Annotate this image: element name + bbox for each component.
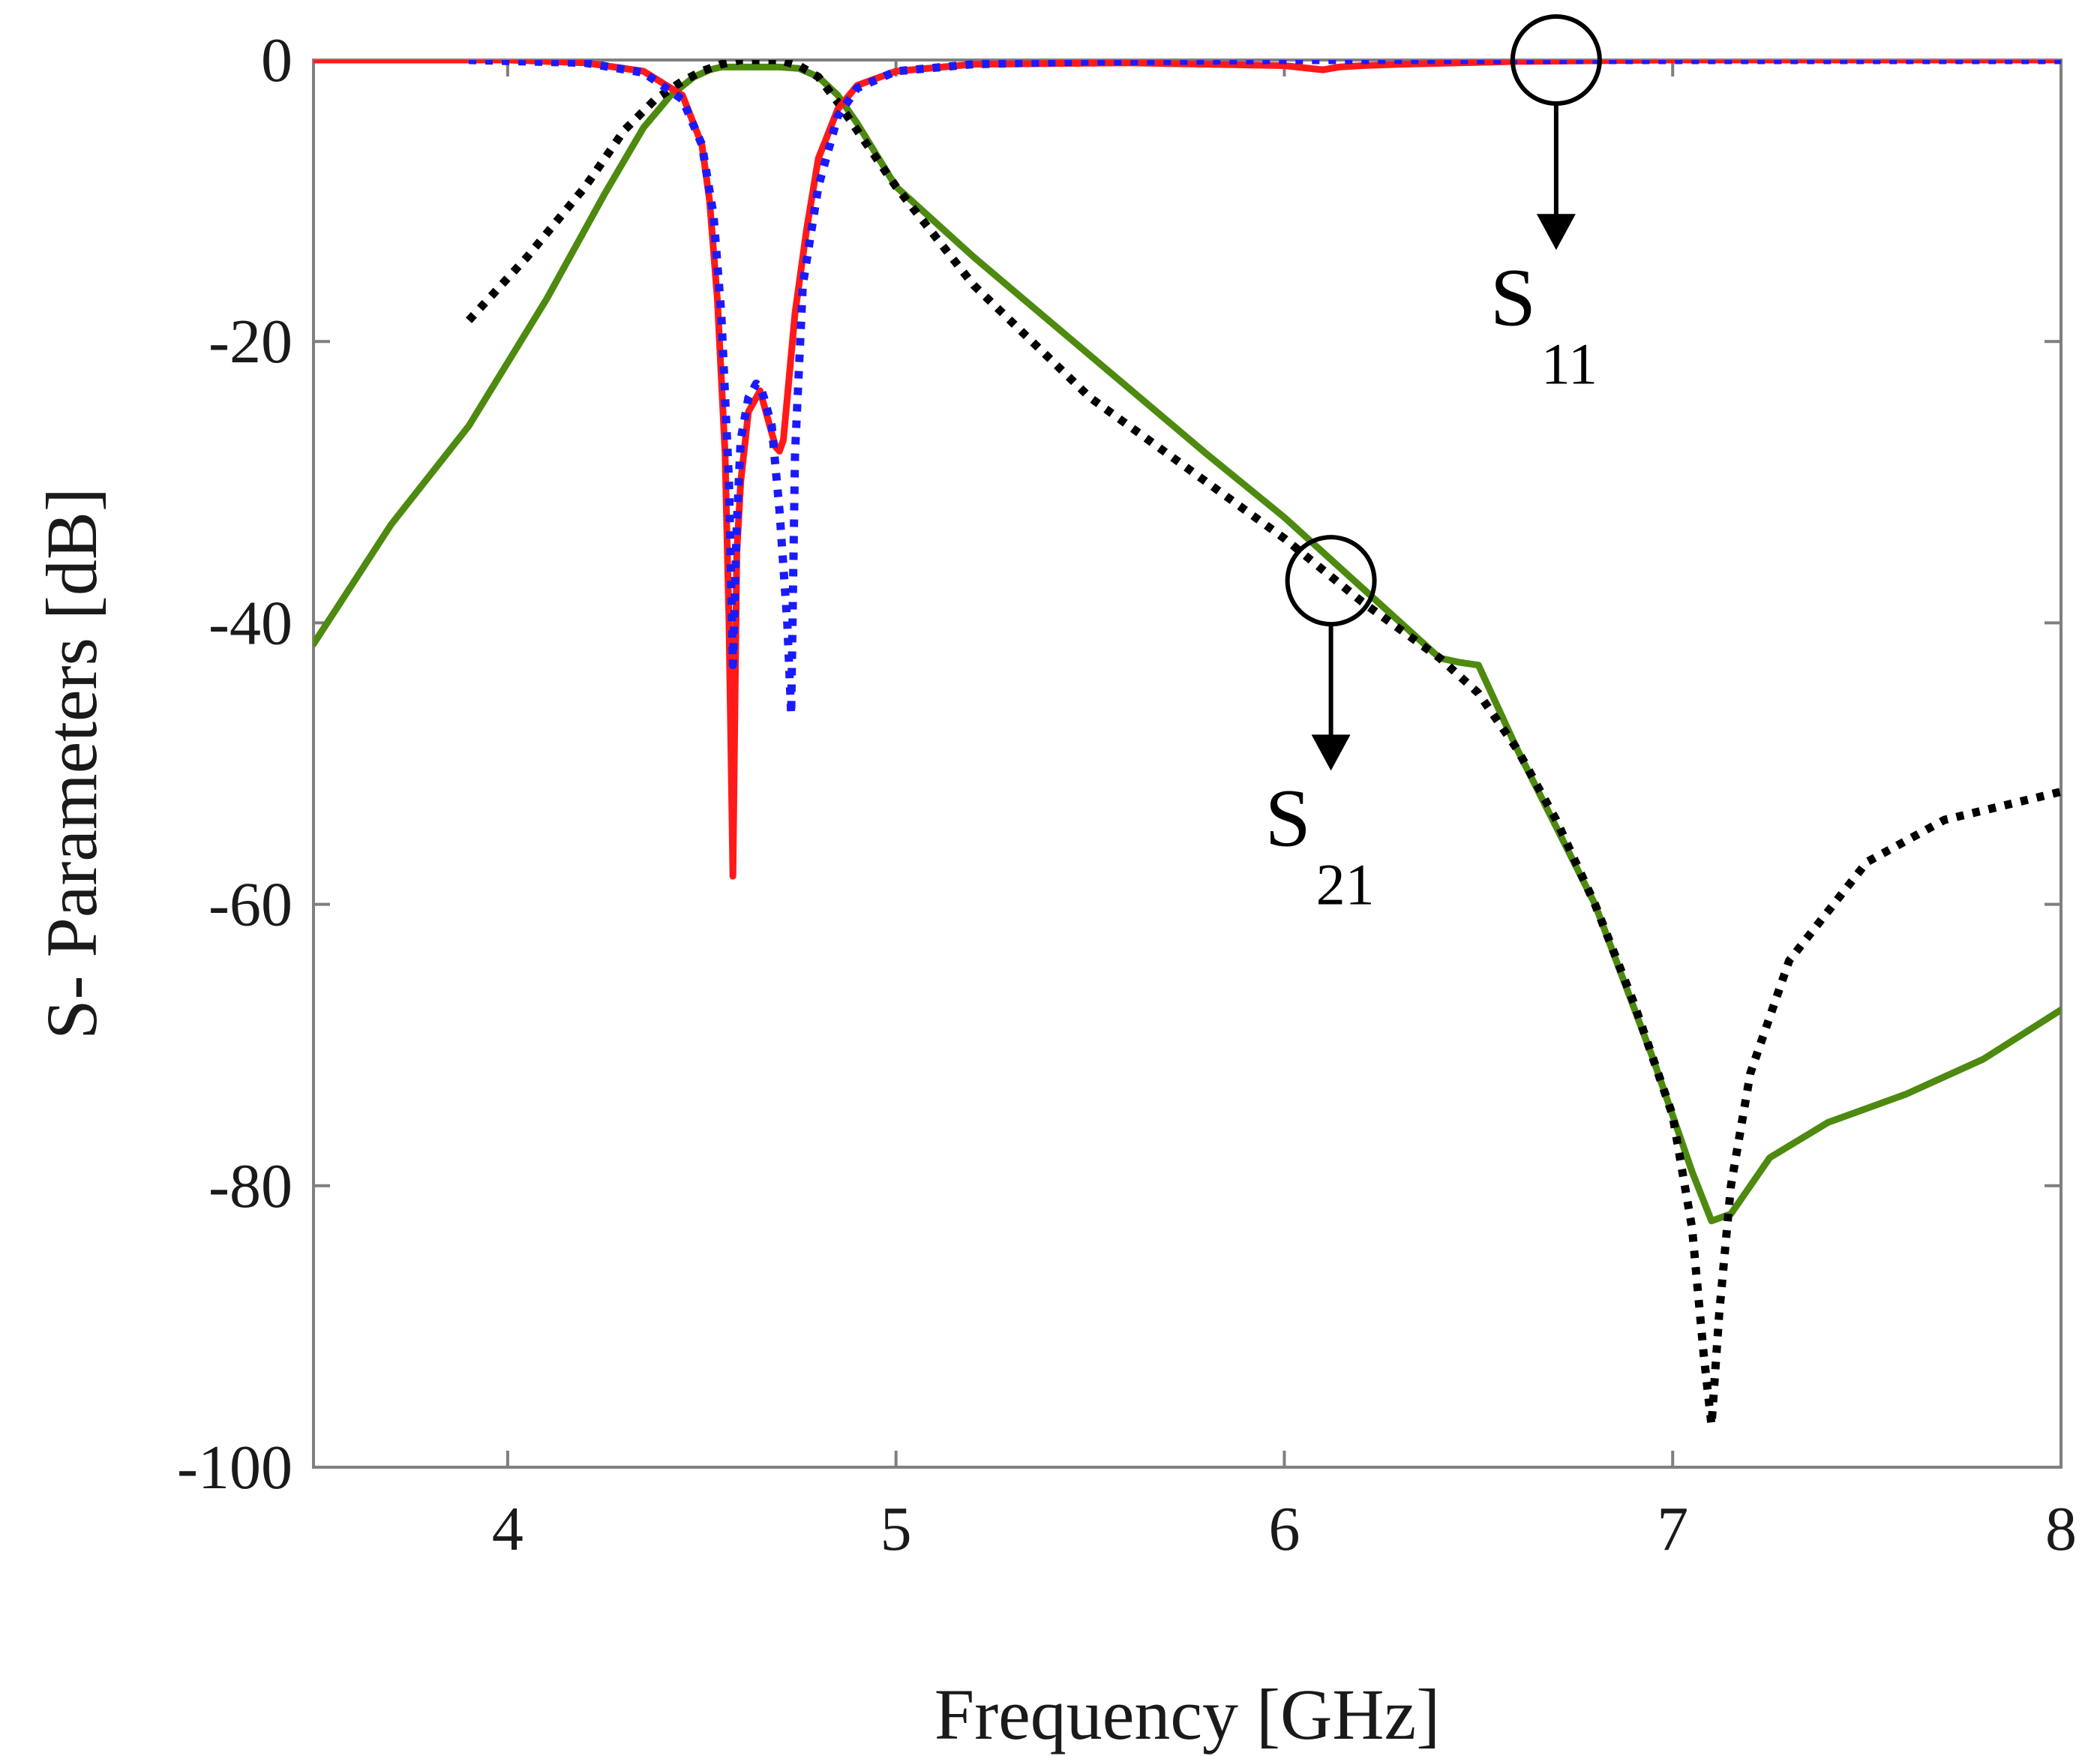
y-axis-title: S- Parameters [dB] bbox=[32, 488, 112, 1040]
x-tick-labels: 4 5 6 7 8 bbox=[492, 1494, 2077, 1564]
annotation-subscript-1: 21 bbox=[1316, 851, 1375, 917]
x-tick-label: 8 bbox=[2045, 1494, 2077, 1564]
annotation-label-0: S bbox=[1490, 251, 1536, 343]
annotation-arrow-head-0 bbox=[1536, 214, 1576, 251]
y-tick-label: -80 bbox=[208, 1151, 292, 1221]
annotation-subscript-0: 11 bbox=[1541, 331, 1598, 396]
series-line-0 bbox=[314, 60, 2061, 880]
y-tick-label: -100 bbox=[177, 1433, 292, 1502]
series-line-3 bbox=[466, 60, 2061, 1430]
series-line-2 bbox=[314, 63, 2061, 1225]
x-tick-label: 6 bbox=[1268, 1494, 1300, 1564]
y-tick-label: -20 bbox=[208, 307, 292, 377]
annotation-arrow-head-1 bbox=[1311, 734, 1351, 771]
x-tick-label: 7 bbox=[1657, 1494, 1688, 1564]
annotation-label-1: S bbox=[1265, 772, 1311, 863]
x-axis-title: Frequency [GHz] bbox=[934, 1674, 1440, 1754]
y-tick-label: -40 bbox=[208, 588, 292, 658]
series-line-1 bbox=[468, 60, 2061, 719]
plot-area bbox=[312, 59, 2062, 1469]
y-tick-label: 0 bbox=[261, 26, 292, 95]
y-tick-label: -60 bbox=[208, 870, 292, 940]
x-tick-label: 4 bbox=[492, 1494, 524, 1564]
series-layer bbox=[314, 60, 2061, 1430]
y-tick-labels: 0 -20 -40 -60 -80 -100 bbox=[177, 26, 292, 1502]
x-tick-label: 5 bbox=[880, 1494, 912, 1564]
